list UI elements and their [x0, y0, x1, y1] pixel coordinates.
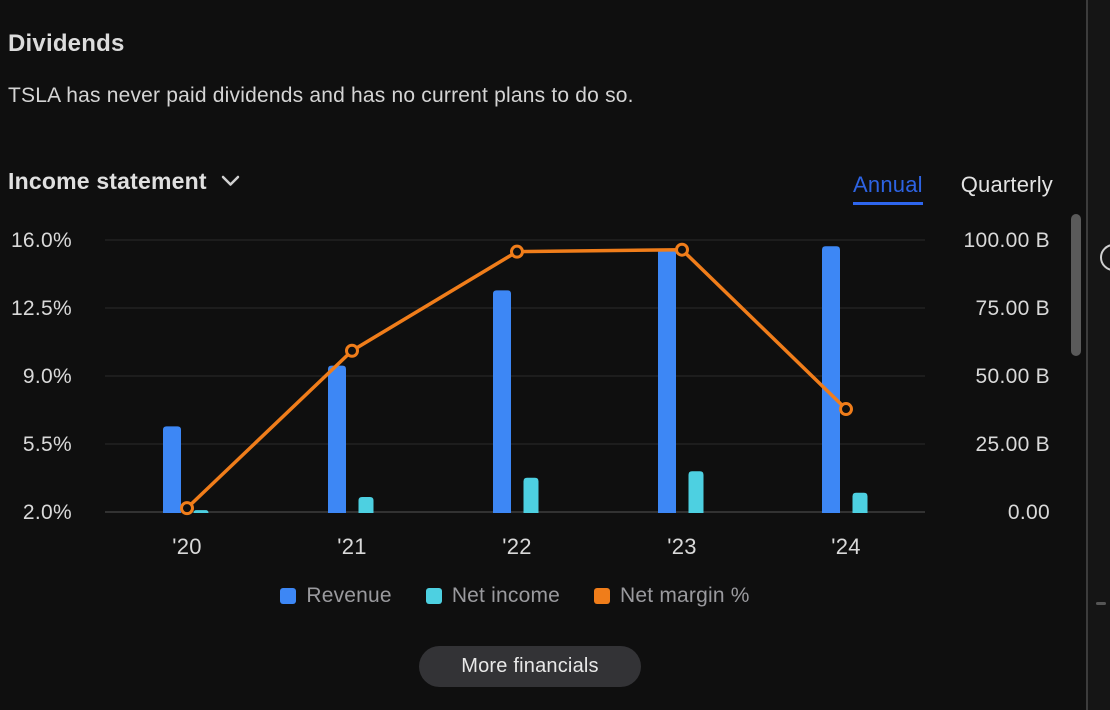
right-axis-tick: 0.00 [1008, 501, 1050, 524]
income-statement-chart[interactable]: 16.0% 100.00 B 12.5% 75.00 B 9.0% 50.00 B 5.5%… [0, 225, 1060, 570]
net-income-bar[interactable] [358, 497, 374, 513]
left-axis-tick: 9.0% [23, 365, 72, 388]
net-margin-point[interactable] [180, 501, 194, 516]
net-income-bar[interactable] [688, 471, 704, 513]
right-panel-scroll-mark [1096, 602, 1106, 605]
income-statement-dropdown[interactable]: Income statement [8, 168, 240, 195]
revenue-bar[interactable] [493, 290, 511, 513]
more-financials-button[interactable]: More financials [419, 646, 641, 687]
right-axis-tick: 100.00 B [964, 229, 1050, 252]
period-tabs: Annual Quarterly [853, 172, 1053, 205]
legend-item-revenue[interactable]: Revenue [280, 584, 392, 608]
dividends-description: TSLA has never paid dividends and has no… [8, 84, 634, 107]
net-income-bar[interactable] [193, 510, 209, 513]
net-margin-line[interactable] [185, 247, 848, 510]
tab-quarterly[interactable]: Quarterly [960, 172, 1053, 197]
revenue-bar[interactable] [822, 246, 840, 514]
right-axis-tick: 75.00 B [976, 297, 1051, 320]
chevron-down-icon [221, 171, 240, 192]
legend-label-net-margin: Net margin % [620, 584, 750, 607]
scrollbar-thumb[interactable] [1071, 214, 1081, 356]
net-income-bar[interactable] [852, 492, 868, 513]
chart-legend: Revenue Net income Net margin % [0, 584, 1030, 608]
legend-item-net-income[interactable]: Net income [425, 584, 561, 608]
legend-label-revenue: Revenue [306, 584, 392, 607]
x-axis-label: '22 [502, 534, 532, 559]
income-statement-label: Income statement [8, 168, 207, 194]
right-axis-tick: 50.00 B [976, 365, 1051, 388]
right-panel [1088, 0, 1110, 710]
dividends-heading: Dividends [8, 30, 125, 57]
revenue-bar[interactable] [163, 426, 181, 513]
revenue-bar[interactable] [658, 248, 676, 514]
net-income-bar[interactable] [523, 477, 539, 513]
left-axis-tick: 12.5% [11, 297, 72, 320]
tab-annual[interactable]: Annual [853, 172, 923, 205]
right-axis-tick: 25.00 B [976, 433, 1051, 456]
net-margin-swatch-icon [594, 588, 611, 604]
left-axis-tick: 2.0% [23, 501, 72, 524]
x-axis-label: '21 [337, 534, 367, 559]
legend-label-net-income: Net income [451, 584, 561, 607]
revenue-swatch-icon [280, 588, 297, 604]
left-axis-tick: 5.5% [23, 433, 72, 456]
revenue-bar[interactable] [328, 365, 346, 513]
net-margin-point[interactable] [839, 402, 853, 417]
net-margin-point[interactable] [510, 244, 524, 259]
net-margin-point[interactable] [345, 343, 359, 358]
x-axis-label: '20 [172, 534, 202, 559]
x-axis-label: '24 [831, 534, 861, 559]
left-axis-tick: 16.0% [11, 229, 72, 252]
x-axis-label: '23 [667, 534, 697, 559]
net-income-swatch-icon [425, 588, 442, 604]
panel-divider [1086, 0, 1088, 710]
legend-item-net-margin[interactable]: Net margin % [594, 584, 750, 608]
net-margin-point[interactable] [675, 242, 689, 257]
